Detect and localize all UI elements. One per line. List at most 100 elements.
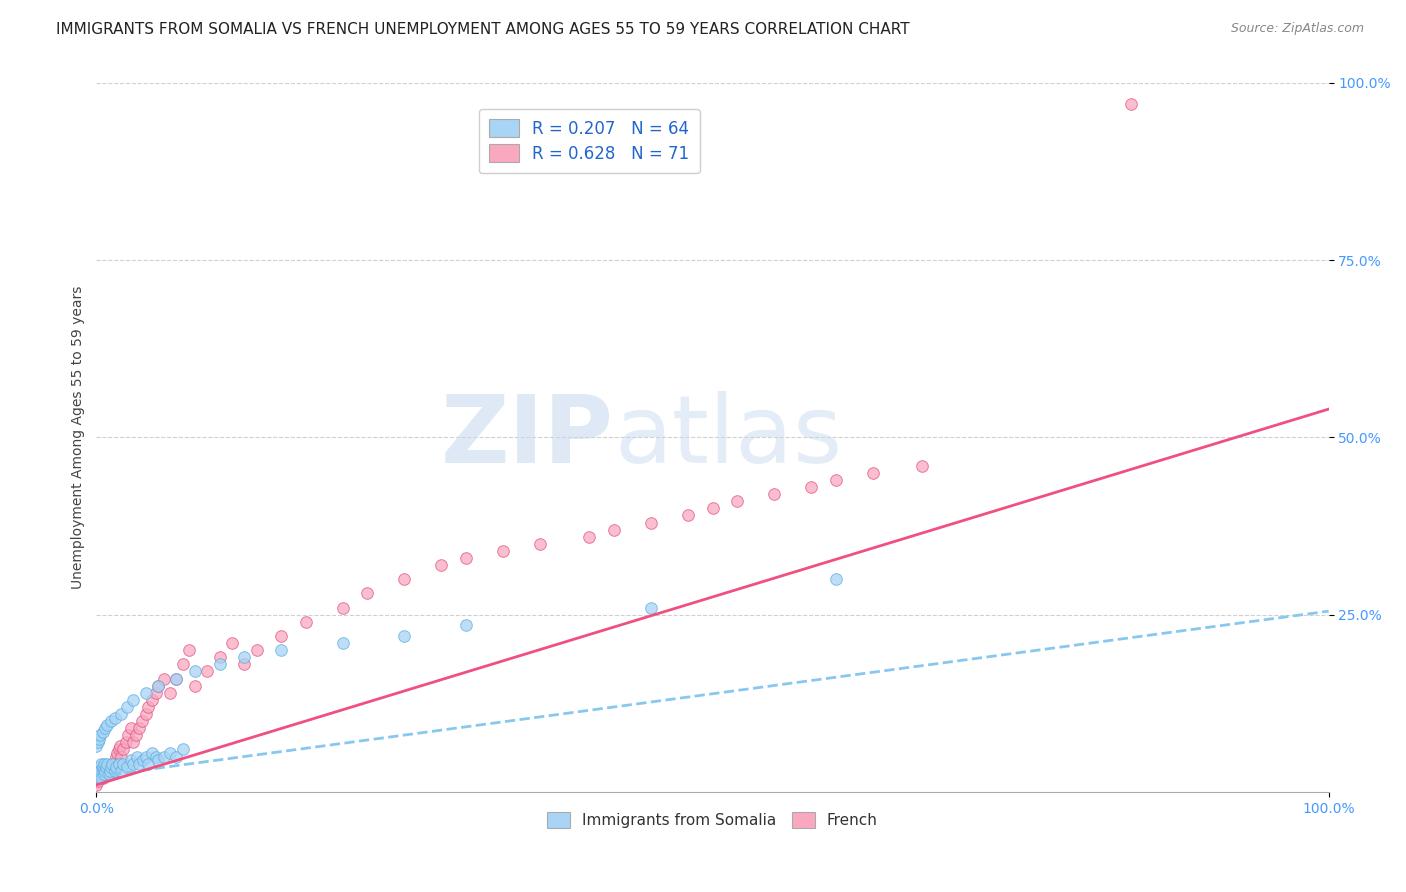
- Point: [529, 537, 551, 551]
- Point: [115, 735, 138, 749]
- Point: [132, 753, 155, 767]
- Point: [86, 764, 108, 778]
- Point: [100, 760, 122, 774]
- Point: [93, 756, 115, 771]
- Point: [103, 764, 125, 778]
- Point: [356, 586, 378, 600]
- Point: [105, 760, 128, 774]
- Point: [146, 679, 169, 693]
- Point: [454, 618, 477, 632]
- Point: [90, 767, 112, 781]
- Point: [110, 764, 132, 778]
- Point: [110, 706, 132, 721]
- Point: [87, 767, 110, 781]
- Point: [93, 767, 115, 781]
- Point: [208, 657, 231, 672]
- Point: [96, 760, 118, 774]
- Point: [91, 771, 114, 785]
- Point: [97, 767, 120, 781]
- Point: [911, 458, 934, 473]
- Point: [112, 742, 135, 756]
- Point: [208, 650, 231, 665]
- Point: [153, 672, 176, 686]
- Point: [105, 749, 128, 764]
- Point: [96, 767, 118, 781]
- Point: [87, 771, 110, 785]
- Point: [91, 760, 114, 774]
- Point: [98, 764, 121, 778]
- Point: [94, 721, 117, 735]
- Point: [824, 473, 846, 487]
- Point: [165, 749, 187, 764]
- Point: [122, 693, 145, 707]
- Point: [94, 764, 117, 778]
- Point: [98, 764, 121, 778]
- Point: [125, 749, 148, 764]
- Point: [89, 764, 111, 778]
- Point: [86, 774, 108, 789]
- Point: [93, 760, 115, 774]
- Point: [105, 746, 128, 760]
- Point: [91, 764, 114, 778]
- Point: [89, 771, 111, 785]
- Point: [122, 756, 145, 771]
- Point: [120, 721, 142, 735]
- Point: [824, 572, 846, 586]
- Point: [128, 756, 150, 771]
- Point: [184, 679, 207, 693]
- Point: [146, 753, 169, 767]
- Point: [87, 771, 110, 785]
- Point: [89, 767, 111, 781]
- Point: [86, 739, 108, 753]
- Point: [86, 778, 108, 792]
- Point: [87, 760, 110, 774]
- Point: [108, 739, 131, 753]
- Text: ZIP: ZIP: [441, 392, 614, 483]
- Point: [125, 728, 148, 742]
- Point: [702, 501, 724, 516]
- Point: [270, 629, 292, 643]
- Point: [676, 508, 699, 523]
- Point: [233, 650, 256, 665]
- Point: [96, 756, 118, 771]
- Point: [96, 760, 118, 774]
- Point: [104, 710, 127, 724]
- Point: [89, 728, 111, 742]
- Y-axis label: Unemployment Among Ages 55 to 59 years: Unemployment Among Ages 55 to 59 years: [72, 285, 86, 589]
- Point: [233, 657, 256, 672]
- Point: [295, 615, 318, 629]
- Point: [104, 764, 127, 778]
- Point: [86, 735, 108, 749]
- Text: atlas: atlas: [614, 392, 842, 483]
- Point: [87, 731, 110, 746]
- Point: [86, 771, 108, 785]
- Point: [800, 480, 823, 494]
- Point: [492, 544, 515, 558]
- Point: [394, 629, 416, 643]
- Point: [159, 686, 181, 700]
- Point: [578, 530, 600, 544]
- Point: [100, 714, 122, 728]
- Point: [101, 756, 124, 771]
- Point: [101, 756, 124, 771]
- Point: [195, 665, 218, 679]
- Text: Source: ZipAtlas.com: Source: ZipAtlas.com: [1230, 22, 1364, 36]
- Point: [165, 672, 187, 686]
- Point: [115, 760, 138, 774]
- Point: [640, 600, 662, 615]
- Point: [332, 636, 354, 650]
- Point: [763, 487, 786, 501]
- Point: [94, 764, 117, 778]
- Point: [110, 749, 132, 764]
- Point: [141, 693, 163, 707]
- Point: [128, 721, 150, 735]
- Point: [177, 643, 200, 657]
- Point: [136, 699, 159, 714]
- Point: [135, 686, 157, 700]
- Legend: Immigrants from Somalia, French: Immigrants from Somalia, French: [541, 805, 884, 834]
- Point: [96, 717, 118, 731]
- Point: [122, 735, 145, 749]
- Point: [107, 756, 129, 771]
- Point: [141, 746, 163, 760]
- Point: [89, 764, 111, 778]
